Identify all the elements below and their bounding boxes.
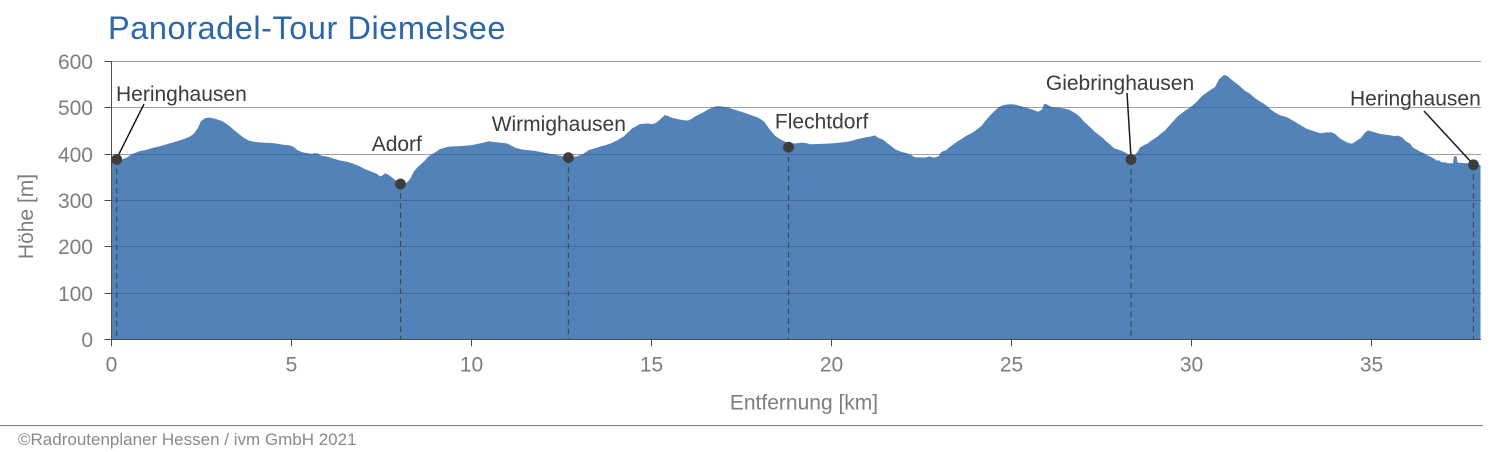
svg-text:300: 300 [58,190,93,213]
svg-text:0: 0 [106,354,118,377]
svg-text:Heringhausen: Heringhausen [116,83,247,106]
svg-text:Giebringhausen: Giebringhausen [1046,72,1194,95]
svg-text:Entfernung [km]: Entfernung [km] [730,392,878,415]
svg-text:Panoradel-Tour Diemelsee: Panoradel-Tour Diemelsee [108,10,506,46]
svg-text:600: 600 [58,51,93,74]
svg-text:20: 20 [820,354,843,377]
svg-text:200: 200 [58,236,93,259]
svg-text:5: 5 [286,354,298,377]
svg-text:25: 25 [1000,354,1023,377]
svg-text:Flechtdorf: Flechtdorf [775,111,869,134]
svg-text:Höhe [m]: Höhe [m] [15,174,38,259]
svg-text:500: 500 [58,97,93,120]
svg-text:10: 10 [460,354,483,377]
svg-text:0: 0 [81,329,93,352]
svg-text:Adorf: Adorf [372,133,422,156]
svg-text:400: 400 [58,144,93,167]
svg-text:©Radroutenplaner Hessen / ivm: ©Radroutenplaner Hessen / ivm GmbH 2021 [18,430,357,449]
svg-text:30: 30 [1180,354,1203,377]
svg-text:35: 35 [1360,354,1383,377]
svg-text:15: 15 [640,354,663,377]
svg-text:Wirmighausen: Wirmighausen [492,113,626,136]
svg-text:Heringhausen: Heringhausen [1350,88,1481,111]
svg-text:100: 100 [58,283,93,306]
